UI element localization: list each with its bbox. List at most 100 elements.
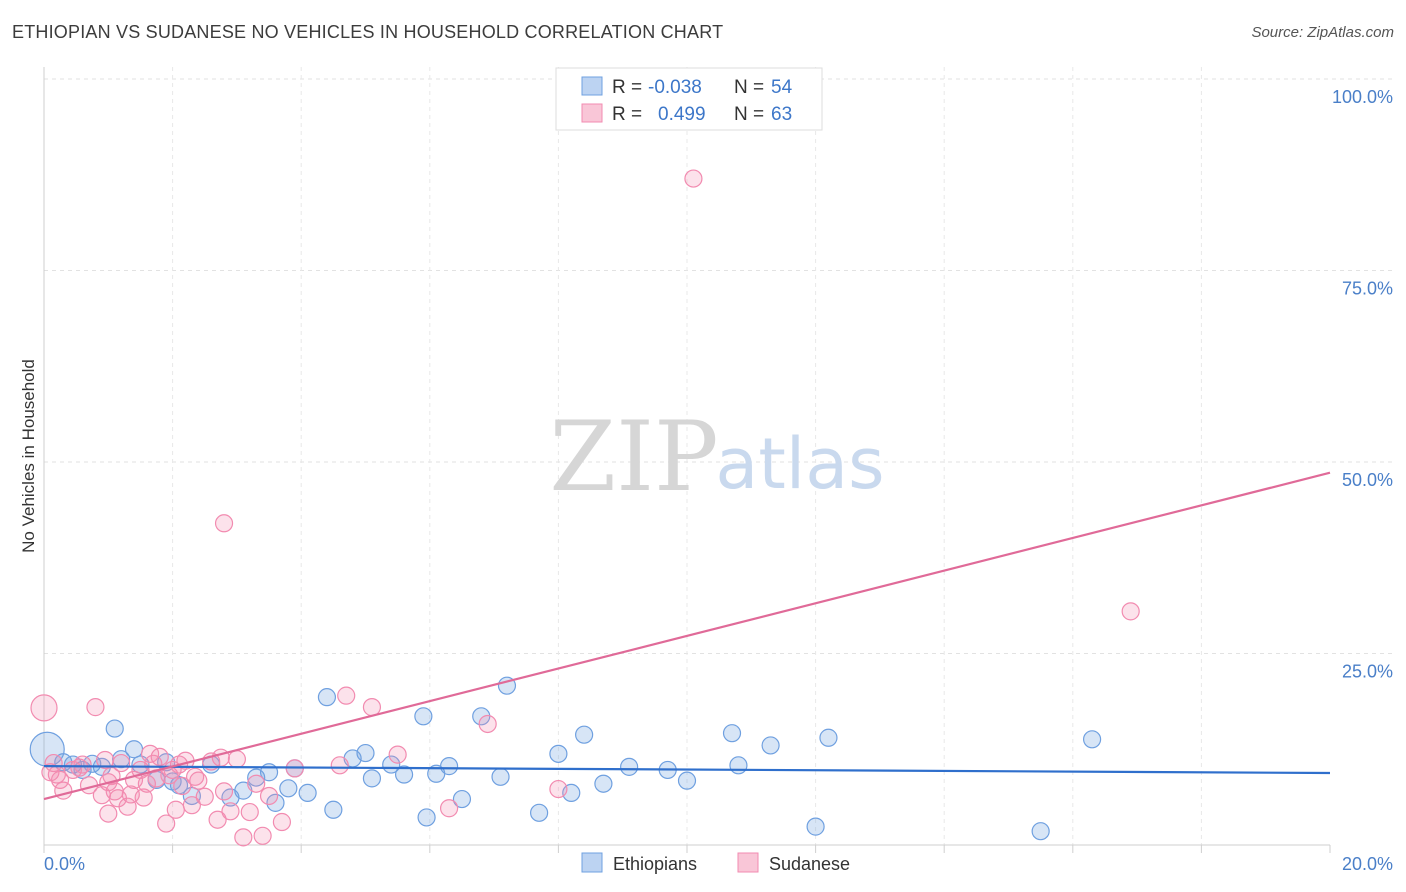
ethiopians-point <box>266 793 285 812</box>
sudanese-point <box>44 753 63 773</box>
ethiopians-point <box>761 736 780 755</box>
chart-title: ETHIOPIAN VS SUDANESE NO VEHICLES IN HOU… <box>12 22 724 42</box>
ethiopians-swatch <box>581 76 603 96</box>
legend-r-sud: 0.499 <box>658 104 706 125</box>
sudanese-legend-swatch <box>737 852 759 873</box>
tick-labels: 100.0% 75.0% 50.0% 25.0% 0.0% 20.0% <box>44 87 1393 874</box>
sudanese-point <box>337 686 356 705</box>
axes <box>43 67 1331 853</box>
sudanese-point <box>684 169 703 188</box>
sudanese-point <box>166 800 185 819</box>
trend-lines <box>43 471 1331 801</box>
ethiopians-point <box>279 779 298 798</box>
ethiopians-point <box>819 728 838 747</box>
x-tick-label: 20.0% <box>1342 854 1393 874</box>
sudanese-point <box>362 698 382 717</box>
sudanese-point <box>112 753 131 773</box>
sudanese-trend-line <box>43 471 1331 801</box>
y-tick-label: 25.0% <box>1342 662 1393 682</box>
ethiopians-point <box>452 789 472 809</box>
ethiopians-point <box>677 771 697 790</box>
y-axis-label: No Vehicles in Household <box>19 359 38 553</box>
sudanese-swatch <box>581 103 603 123</box>
sudanese-legend-label: Sudanese <box>769 854 850 874</box>
sudanese-points <box>30 169 1140 847</box>
ethiopians-point <box>549 744 568 763</box>
ethiopians-point <box>182 786 201 806</box>
sudanese-point <box>253 826 272 845</box>
sudanese-point <box>1121 602 1140 621</box>
sudanese-point <box>234 828 253 847</box>
legend-r-label-sud: R = <box>612 104 642 125</box>
stats-legend: R = -0.038 N = 54 R = 0.499 N = 63 <box>555 67 823 131</box>
ethiopians-point <box>530 803 549 822</box>
ethiopians-point <box>324 800 343 819</box>
sudanese-point <box>227 750 246 769</box>
legend-n-label-sud: N = <box>734 104 764 125</box>
ethiopians-point <box>620 757 639 776</box>
ethiopians-point <box>575 725 594 744</box>
ethiopians-point <box>439 757 459 776</box>
ethiopians-point <box>362 769 382 788</box>
watermark-atlas: atlas <box>715 423 884 505</box>
sudanese-point <box>195 787 214 806</box>
ethiopians-point <box>414 707 433 726</box>
watermark-zip: ZIP <box>549 401 718 513</box>
sudanese-point <box>388 745 407 764</box>
ethiopians-point <box>112 750 131 769</box>
sudanese-point <box>99 804 118 823</box>
sudanese-point <box>173 776 192 796</box>
sudanese-point <box>439 799 459 818</box>
sudanese-point <box>208 810 227 829</box>
sudanese-point <box>240 802 259 822</box>
sudanese-point <box>272 812 292 832</box>
sudanese-point <box>137 774 156 793</box>
ethiopians-point <box>722 724 742 743</box>
ethiopians-point <box>317 688 337 707</box>
ethiopians-legend-swatch <box>581 852 603 873</box>
x-tick-label: 0.0% <box>44 854 85 874</box>
sudanese-point <box>121 785 140 804</box>
sudanese-point <box>73 755 92 774</box>
ethiopians-point <box>1031 822 1050 841</box>
sudanese-point <box>221 802 240 821</box>
legend-r-eth: -0.038 <box>648 77 702 98</box>
sudanese-point <box>549 779 568 799</box>
ethiopians-point <box>806 817 825 836</box>
y-tick-label: 50.0% <box>1342 470 1393 490</box>
ethiopians-point <box>105 719 124 738</box>
sudanese-point <box>247 774 266 793</box>
legend-r-label-eth: R = <box>612 77 642 98</box>
sudanese-point <box>214 514 234 533</box>
sudanese-point <box>214 782 234 801</box>
ethiopians-point <box>594 774 613 793</box>
series-legend: Ethiopians Sudanese <box>581 852 850 874</box>
sudanese-point <box>50 770 70 789</box>
legend-n-label-eth: N = <box>734 77 764 98</box>
ethiopians-point <box>356 743 375 763</box>
ethiopians-point <box>417 808 436 827</box>
sudanese-point <box>330 756 349 775</box>
ethiopians-point <box>729 756 748 775</box>
sudanese-point <box>86 698 105 717</box>
grid-lines <box>44 67 1394 845</box>
ethiopians-trend-line <box>43 765 1331 775</box>
sudanese-point <box>140 744 160 763</box>
ethiopians-point <box>298 783 317 803</box>
ethiopians-point <box>394 765 414 784</box>
ethiopians-point <box>124 740 144 759</box>
ethiopians-point <box>491 767 510 786</box>
sudanese-point <box>95 750 115 770</box>
legend-n-eth: 54 <box>771 77 793 98</box>
watermark: ZIP atlas <box>549 401 884 513</box>
legend-n-sud: 63 <box>771 104 792 125</box>
y-tick-label: 75.0% <box>1342 279 1393 299</box>
source-label: Source: ZipAtlas.com <box>1251 24 1394 41</box>
sudanese-point <box>70 758 89 777</box>
sudanese-point <box>157 814 176 833</box>
sudanese-point <box>478 714 497 734</box>
sudanese-point <box>47 765 66 784</box>
sudanese-point <box>259 786 279 806</box>
sudanese-point <box>186 767 205 786</box>
